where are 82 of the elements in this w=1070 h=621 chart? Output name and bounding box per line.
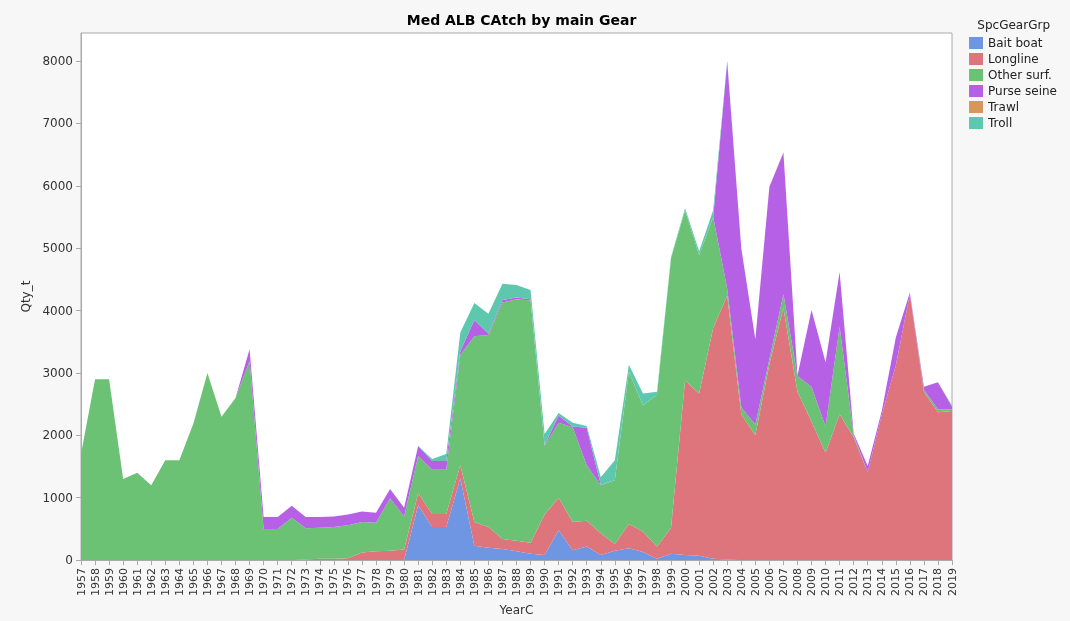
legend-label: Longline <box>988 52 1039 66</box>
x-axis-title: YearC <box>498 603 534 617</box>
x-tick-label: 1997 <box>636 568 650 597</box>
x-tick-label: 1984 <box>453 568 467 597</box>
x-tick-label: 1968 <box>229 568 243 597</box>
x-tick-label: 2014 <box>875 568 889 597</box>
x-tick-label: 2003 <box>720 568 734 597</box>
x-tick-label: 1967 <box>214 568 228 597</box>
x-tick-label: 1990 <box>538 568 552 597</box>
y-axis-title: Qty_t <box>18 280 33 313</box>
x-tick-label: 1959 <box>102 568 116 597</box>
x-tick-label: 1998 <box>650 568 664 597</box>
legend-label: Other surf. <box>988 68 1052 82</box>
x-tick-label: 1983 <box>439 568 453 597</box>
x-tick-label: 1996 <box>622 568 636 597</box>
legend-label: Trawl <box>987 100 1020 114</box>
y-tick-label: 1000 <box>42 490 73 505</box>
x-tick-label: 1995 <box>608 568 622 597</box>
x-tick-label: 1961 <box>130 568 144 597</box>
x-tick-label: 2013 <box>861 568 875 597</box>
y-tick-label: 8000 <box>42 54 73 69</box>
x-tick-label: 1975 <box>327 568 341 597</box>
x-tick-label: 2009 <box>805 568 819 597</box>
y-tick-label: 3000 <box>42 365 73 380</box>
x-tick-label: 1987 <box>495 568 509 597</box>
y-tick-label: 4000 <box>42 303 73 318</box>
x-tick-label: 1981 <box>411 568 425 597</box>
x-tick-label: 1960 <box>116 568 130 597</box>
x-tick-label: 1979 <box>383 568 397 597</box>
x-tick-label: 2012 <box>847 568 861 597</box>
x-tick-label: 1976 <box>341 568 355 597</box>
x-tick-label: 1972 <box>285 568 299 597</box>
x-tick-label: 1973 <box>299 568 313 597</box>
x-tick-label: 1964 <box>172 568 186 597</box>
x-tick-label: 1992 <box>566 568 580 597</box>
x-tick-label: 1986 <box>481 568 495 597</box>
y-tick-label: 0 <box>65 553 73 568</box>
y-tick-label: 6000 <box>42 178 73 193</box>
y-tick-label: 5000 <box>42 241 73 256</box>
x-tick-label: 1994 <box>594 568 608 597</box>
x-tick-label: 2015 <box>889 568 903 597</box>
x-tick-label: 1970 <box>257 568 271 597</box>
y-tick-label: 7000 <box>42 116 73 131</box>
x-tick-label: 1963 <box>158 568 172 597</box>
legend-title: SpcGearGrp <box>977 18 1051 32</box>
x-tick-label: 2019 <box>945 568 959 597</box>
x-tick-label: 2016 <box>903 568 917 597</box>
x-tick-label: 1971 <box>271 568 285 597</box>
x-tick-label: 1999 <box>664 568 678 597</box>
x-tick-label: 2006 <box>762 568 776 597</box>
x-tick-label: 1978 <box>369 568 383 597</box>
x-tick-label: 1957 <box>74 568 88 597</box>
x-tick-label: 2010 <box>819 568 833 597</box>
x-tick-label: 2007 <box>776 568 790 597</box>
x-tick-label: 2018 <box>931 568 945 597</box>
x-tick-label: 1991 <box>552 568 566 597</box>
x-tick-label: 1989 <box>524 568 538 597</box>
x-tick-label: 2004 <box>734 568 748 597</box>
x-tick-label: 1982 <box>425 568 439 597</box>
x-tick-label: 2002 <box>706 568 720 597</box>
chart-title: Med ALB CAtch by main Gear <box>406 12 637 28</box>
x-tick-label: 1974 <box>313 568 327 597</box>
x-tick-label: 1966 <box>200 568 214 597</box>
x-tick-label: 1980 <box>397 568 411 597</box>
x-tick-label: 2011 <box>833 568 847 597</box>
x-tick-label: 1969 <box>243 568 257 597</box>
y-tick-label: 2000 <box>42 428 73 443</box>
x-tick-label: 1977 <box>355 568 369 597</box>
x-tick-label: 1993 <box>580 568 594 597</box>
legend-label: Purse seine <box>988 84 1058 98</box>
x-tick-label: 1965 <box>186 568 200 597</box>
x-tick-label: 1958 <box>88 568 102 597</box>
x-tick-label: 2017 <box>917 568 931 597</box>
x-tick-label: 1985 <box>467 568 481 597</box>
x-tick-label: 2000 <box>678 568 692 597</box>
x-tick-label: 2001 <box>692 568 706 597</box>
x-tick-label: 1962 <box>144 568 158 597</box>
x-tick-label: 2008 <box>790 568 804 597</box>
x-tick-label: 1988 <box>510 568 523 597</box>
legend-label: Bait boat <box>988 36 1043 50</box>
legend-label: Troll <box>987 116 1013 130</box>
x-tick-label: 2005 <box>748 568 762 597</box>
